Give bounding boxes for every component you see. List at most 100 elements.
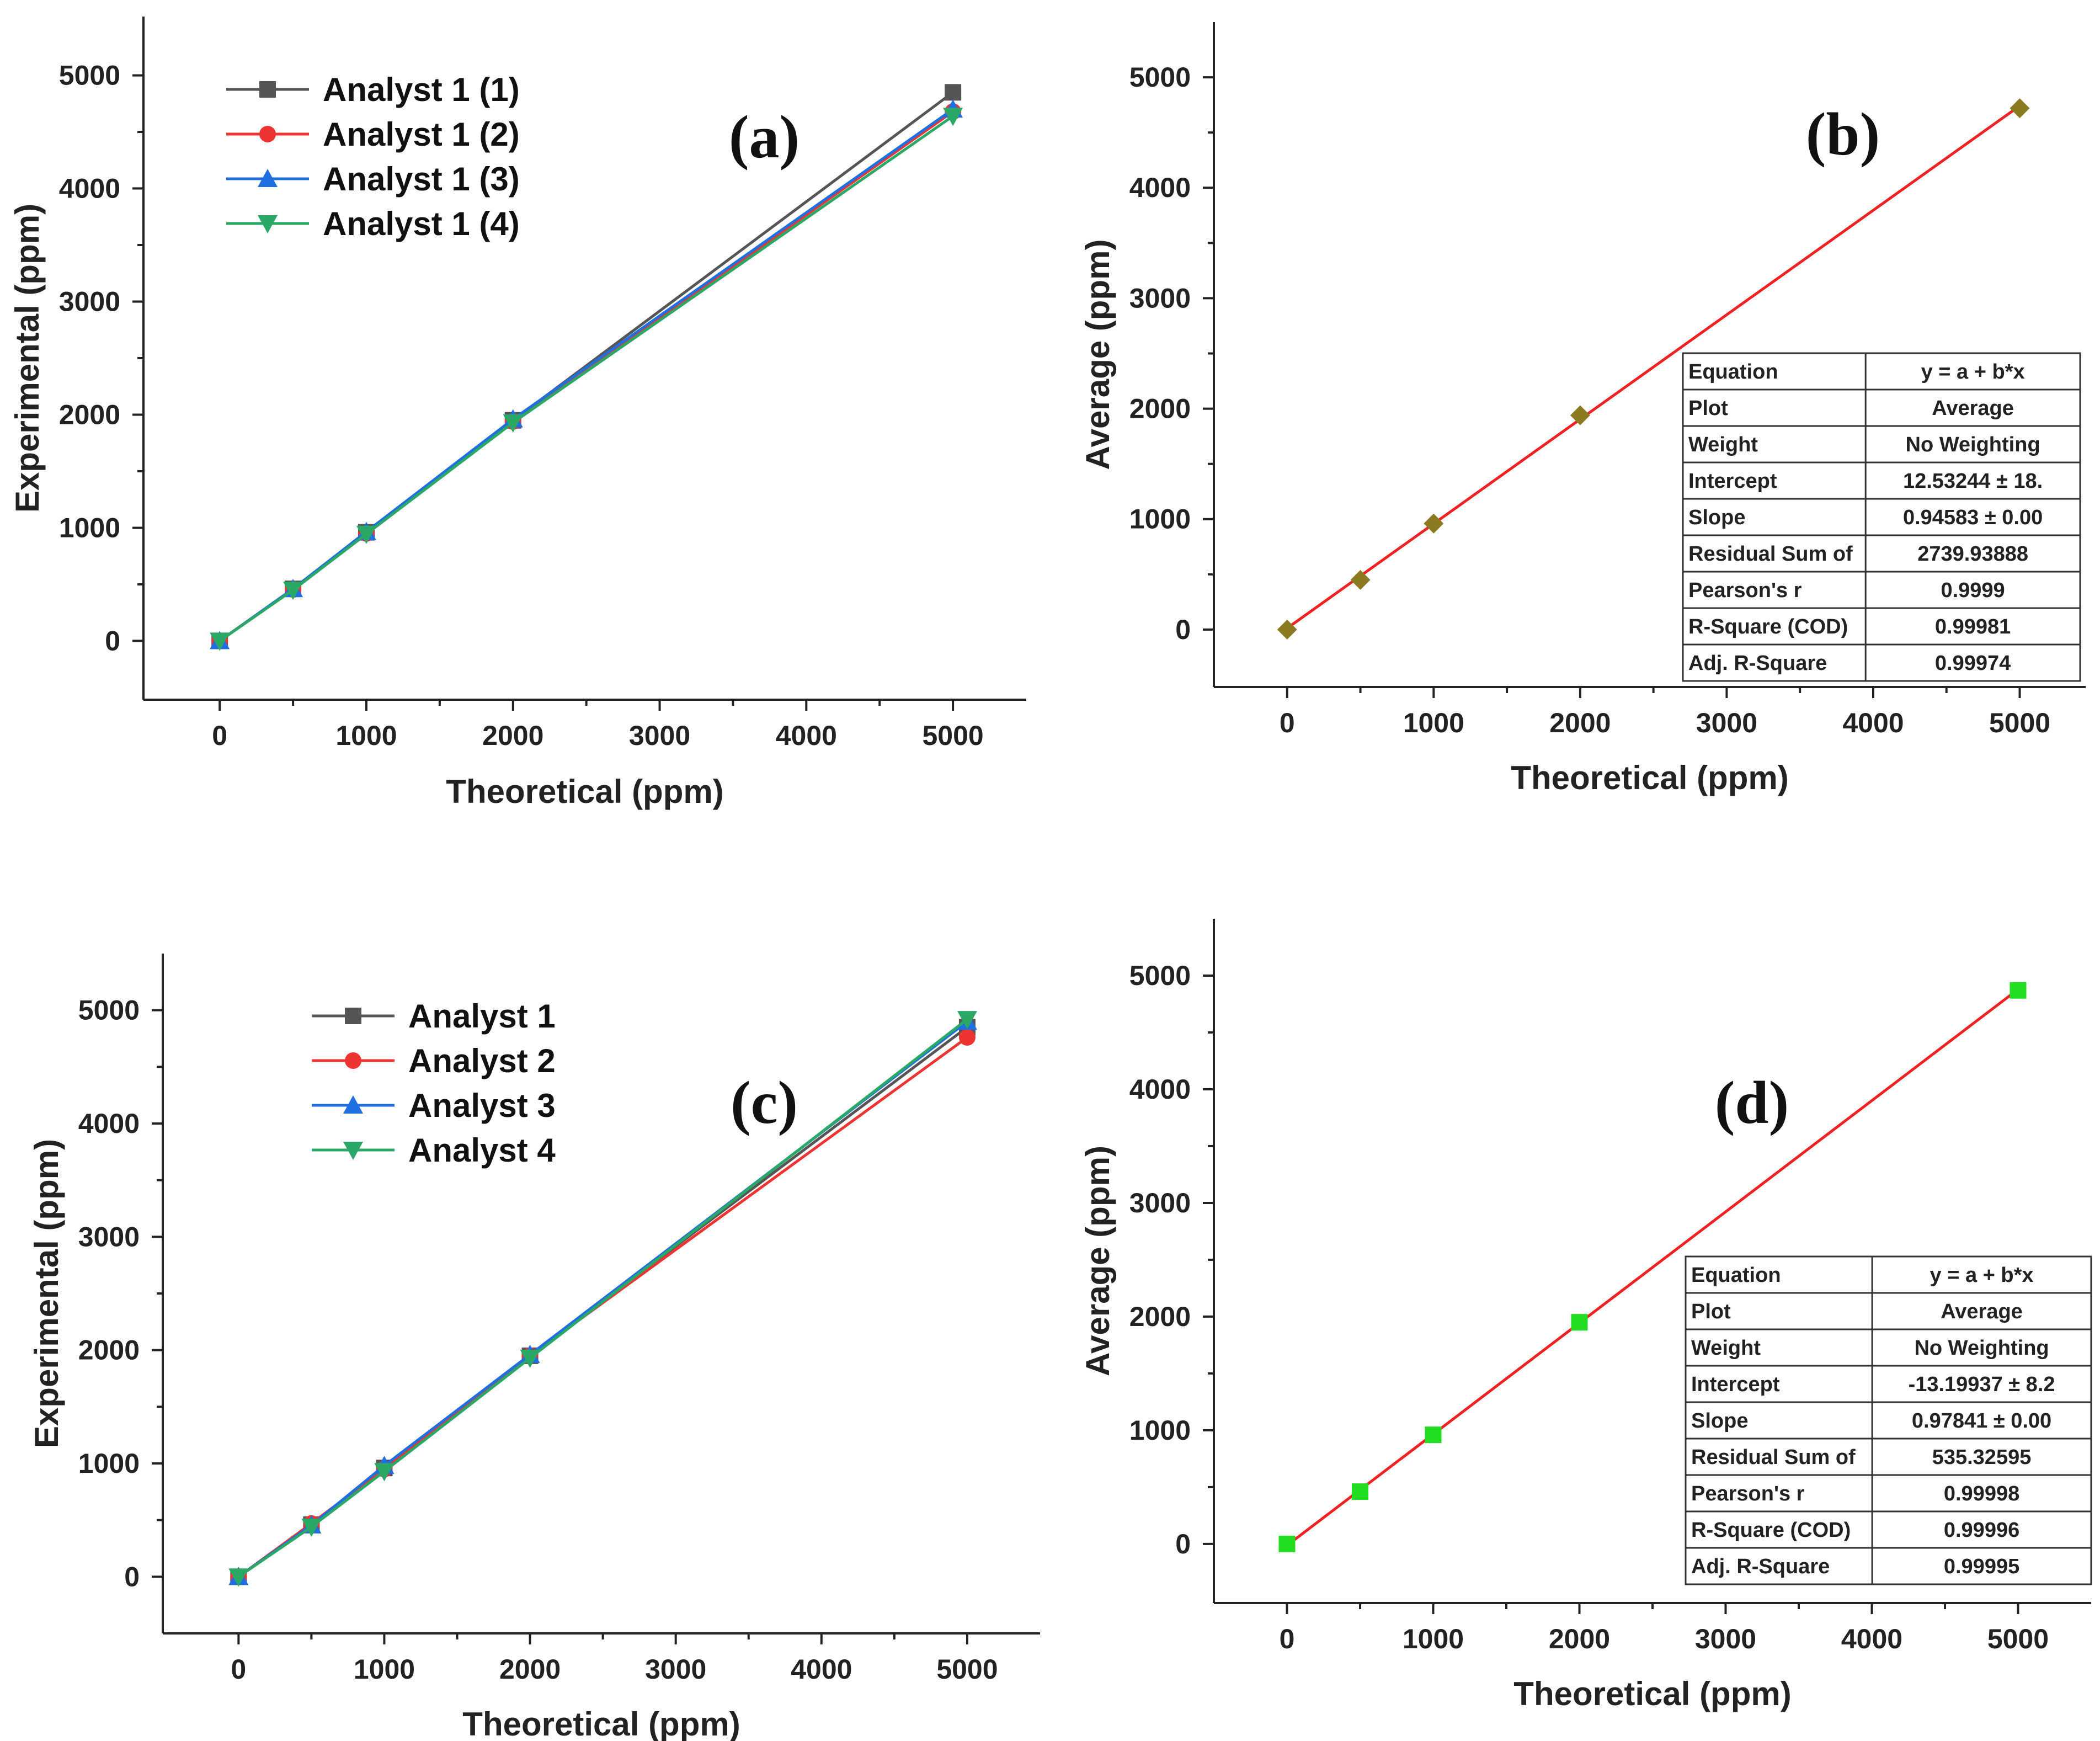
y-tick-label: 4000 bbox=[78, 1108, 140, 1139]
x-axis-title: Theoretical (ppm) bbox=[1511, 759, 1788, 796]
panel-label: (a) bbox=[729, 103, 800, 171]
y-tick-label: 1000 bbox=[78, 1448, 140, 1479]
y-axis-title: Average (ppm) bbox=[1079, 1146, 1116, 1376]
data-point bbox=[957, 1011, 977, 1030]
data-point bbox=[374, 1463, 395, 1482]
data-point bbox=[520, 1350, 540, 1369]
fit-table-key: Residual Sum of bbox=[1691, 1446, 1856, 1469]
legend-label: Analyst 1 (4) bbox=[323, 205, 520, 242]
data-point bbox=[1570, 405, 1590, 425]
y-tick-label: 5000 bbox=[78, 995, 140, 1026]
x-tick-label: 4000 bbox=[776, 720, 837, 751]
y-tick-label: 2000 bbox=[78, 1335, 140, 1366]
fit-table-key: Plot bbox=[1691, 1300, 1731, 1323]
data-point bbox=[2010, 982, 2027, 999]
y-tick-label: 5000 bbox=[59, 60, 120, 91]
data-point bbox=[301, 1518, 322, 1537]
y-tick-label: 1000 bbox=[59, 512, 120, 543]
panel-d: 0 1000 2000 3000 4000 5000 0 1000 2000 3000 4000 50… bbox=[1079, 919, 2092, 1712]
legend-label: Analyst 1 bbox=[408, 998, 556, 1035]
data-point bbox=[945, 84, 962, 101]
fit-table-value: 0.99995 bbox=[1944, 1555, 2019, 1578]
fit-table-key: Plot bbox=[1688, 397, 1728, 420]
x-tick-label: 0 bbox=[231, 1654, 246, 1685]
x-axis-title: Theoretical (ppm) bbox=[1513, 1675, 1791, 1712]
y-tick-label: 4000 bbox=[1129, 1074, 1191, 1105]
x-tick-label: 2000 bbox=[499, 1654, 561, 1685]
legend-marker bbox=[258, 215, 278, 233]
fit-line bbox=[1286, 104, 2021, 630]
fit-table-key: Adj. R-Square bbox=[1691, 1555, 1830, 1578]
y-tick-label: 0 bbox=[1175, 614, 1191, 645]
fit-table-value: 0.99996 bbox=[1944, 1519, 2019, 1542]
panel-b: 0 1000 2000 3000 4000 5000 0 1000 2000 3000 4000 50… bbox=[1079, 22, 2086, 796]
fit-table-key: Pearson's r bbox=[1688, 579, 1802, 602]
y-tick-label: 3000 bbox=[1129, 1188, 1191, 1218]
legend-marker bbox=[343, 1095, 363, 1114]
y-tick-label: 3000 bbox=[59, 286, 120, 317]
fit-table-key: R-Square (COD) bbox=[1691, 1519, 1851, 1542]
fit-table-value: 0.99998 bbox=[1944, 1482, 2019, 1505]
panel-c: 0 1000 2000 3000 4000 5000 0 1000 2000 3000 4000 50… bbox=[28, 954, 1040, 1741]
fit-table-value: 0.97841 ± 0.00 bbox=[1912, 1409, 2051, 1433]
x-axis-title: Theoretical (ppm) bbox=[462, 1706, 740, 1741]
y-axis-title: Average (ppm) bbox=[1079, 239, 1116, 470]
data-point bbox=[356, 525, 376, 544]
fit-table bbox=[1685, 1255, 2092, 1585]
data-point bbox=[2010, 98, 2030, 119]
legend-label: Analyst 1 (1) bbox=[323, 71, 520, 108]
x-tick-label: 3000 bbox=[1696, 707, 1757, 738]
fit-table-key: Slope bbox=[1691, 1409, 1748, 1433]
panel-label: (d) bbox=[1715, 1069, 1789, 1136]
data-point bbox=[943, 108, 963, 126]
y-tick-label: 0 bbox=[105, 625, 120, 656]
y-tick-label: 5000 bbox=[1129, 960, 1191, 991]
data-point bbox=[1350, 569, 1371, 590]
panel-label: (b) bbox=[1806, 100, 1880, 168]
fit-table-key: Weight bbox=[1691, 1337, 1761, 1360]
x-tick-label: 5000 bbox=[1989, 707, 2050, 738]
fit-table-key: Residual Sum of bbox=[1688, 542, 1853, 566]
legend-marker bbox=[345, 1052, 361, 1069]
legend-label: Analyst 1 (3) bbox=[323, 161, 520, 198]
fit-table-key: Equation bbox=[1688, 360, 1778, 384]
fit-table-value: 12.53244 ± 18. bbox=[1903, 470, 2043, 493]
y-tick-label: 0 bbox=[124, 1561, 140, 1592]
fit-table-value: No Weighting bbox=[1906, 433, 2040, 456]
data-point bbox=[1277, 619, 1297, 640]
fit-table-key: Pearson's r bbox=[1691, 1482, 1805, 1505]
y-axis-title: Experimental (ppm) bbox=[9, 204, 46, 513]
y-tick-label: 0 bbox=[1175, 1529, 1191, 1559]
fit-table-value: 0.99981 bbox=[1935, 615, 2011, 638]
panel-label: (c) bbox=[731, 1069, 798, 1136]
legend-marker bbox=[258, 169, 278, 187]
fit-table-value: 0.94583 ± 0.00 bbox=[1903, 506, 2043, 529]
fit-table-value: 0.9999 bbox=[1941, 579, 2005, 602]
fit-table-key: R-Square (COD) bbox=[1688, 615, 1848, 638]
y-tick-label: 4000 bbox=[59, 173, 120, 204]
x-tick-label: 0 bbox=[1280, 1623, 1295, 1654]
fit-table-key: Weight bbox=[1688, 433, 1758, 456]
data-point bbox=[1278, 1535, 1296, 1552]
data-point bbox=[1424, 513, 1444, 534]
y-tick-label: 3000 bbox=[1129, 283, 1191, 313]
data-point bbox=[283, 582, 303, 600]
x-tick-label: 2000 bbox=[1549, 1623, 1610, 1654]
x-tick-label: 3000 bbox=[1695, 1623, 1756, 1654]
y-tick-label: 1000 bbox=[1129, 504, 1191, 535]
fit-table-value: No Weighting bbox=[1914, 1337, 2049, 1360]
y-tick-label: 2000 bbox=[1129, 1301, 1191, 1332]
x-tick-label: 1000 bbox=[1403, 707, 1464, 738]
data-point bbox=[210, 632, 230, 651]
x-tick-label: 1000 bbox=[354, 1654, 415, 1685]
fit-table-key: Intercept bbox=[1688, 470, 1777, 493]
x-tick-label: 3000 bbox=[629, 720, 690, 751]
data-point bbox=[1425, 1426, 1442, 1444]
legend-label: Analyst 4 bbox=[408, 1132, 556, 1169]
panel-a: 0 1000 2000 3000 4000 5000 0 1000 2000 3000 4000 50… bbox=[9, 17, 1026, 810]
fit-table bbox=[1682, 352, 2081, 682]
data-point bbox=[503, 414, 523, 433]
fit-table-value: Average bbox=[1932, 397, 2014, 420]
x-tick-label: 1000 bbox=[1403, 1623, 1464, 1654]
y-tick-label: 2000 bbox=[1129, 393, 1191, 424]
